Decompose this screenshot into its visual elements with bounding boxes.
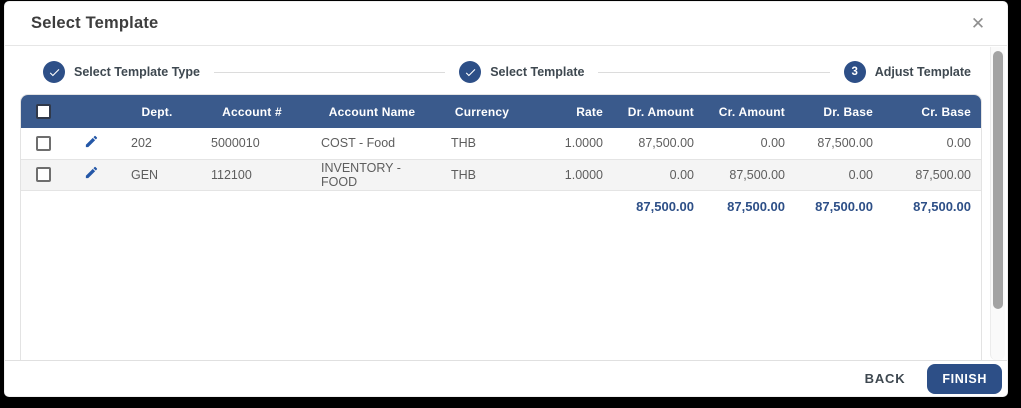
cell-dr-amount: 87,500.00 <box>638 136 694 151</box>
table-header-row: Dept. Account # Account Name Currency Ra… <box>21 95 981 128</box>
pencil-icon <box>85 135 97 147</box>
column-header-rate: Rate <box>576 104 603 119</box>
cell-account-no: 5000010 <box>211 136 260 151</box>
step-number: 3 <box>851 66 858 78</box>
cell-dr-base: 0.00 <box>848 167 873 182</box>
cell-dept: GEN <box>131 167 159 182</box>
cell-cr-amount: 87,500.00 <box>729 167 785 182</box>
dialog-footer: BACK FINISH <box>5 360 1007 396</box>
column-header-dr-amount: Dr. Amount <box>627 104 694 119</box>
back-button[interactable]: BACK <box>851 365 920 392</box>
cell-rate: 1.0000 <box>564 167 603 182</box>
cell-dept: 202 <box>131 136 152 151</box>
step-label: Select Template <box>490 65 585 79</box>
column-header-dept: Dept. <box>141 104 173 119</box>
cell-account-no: 112100 <box>211 167 252 182</box>
step-number-badge: 3 <box>843 61 866 83</box>
column-header-cr-amount: Cr. Amount <box>718 104 785 119</box>
dialog-title: Select Template <box>31 14 159 32</box>
cell-account-name: COST - Food <box>321 136 396 151</box>
scrollbar-thumb[interactable] <box>993 51 1003 309</box>
step-connector <box>213 71 446 73</box>
close-icon[interactable]: ✕ <box>970 14 986 33</box>
cell-rate: 1.0000 <box>564 136 603 151</box>
step-connector <box>598 71 830 73</box>
total-cr-amount: 87,500.00 <box>727 198 785 214</box>
column-header-cr-base: Cr. Base <box>921 104 971 119</box>
cell-currency: THB <box>451 167 476 182</box>
pencil-icon <box>85 166 97 179</box>
step-select-template[interactable]: Select Template <box>459 61 584 83</box>
step-complete-check-icon <box>459 61 482 83</box>
row-checkbox[interactable] <box>35 167 51 183</box>
total-dr-amount: 87,500.00 <box>636 198 694 214</box>
step-label: Adjust Template <box>874 65 971 79</box>
select-all-header-cell <box>21 95 65 128</box>
column-header-account-no: Account # <box>222 104 282 119</box>
totals-row: 87,500.00 87,500.00 87,500.00 87,500.00 <box>21 190 981 222</box>
cell-cr-amount: 0.00 <box>760 136 785 151</box>
cell-dr-amount: 0.00 <box>669 167 694 182</box>
column-header-dr-base: Dr. Base <box>823 104 873 119</box>
template-lines-table: Dept. Account # Account Name Currency Ra… <box>21 95 981 222</box>
step-adjust-template[interactable]: 3 Adjust Template <box>843 61 971 83</box>
edit-row-button[interactable] <box>83 165 99 181</box>
step-select-template-type[interactable]: Select Template Type <box>43 61 200 83</box>
cell-account-name: INVENTORY - FOOD <box>321 160 401 189</box>
select-all-checkbox[interactable] <box>35 104 51 120</box>
table-row: GEN 112100 INVENTORY - FOOD THB 1.0000 0… <box>21 159 981 190</box>
cell-cr-base: 0.00 <box>946 136 971 151</box>
cell-cr-base: 87,500.00 <box>915 167 971 182</box>
cell-dr-base: 87,500.00 <box>817 136 873 151</box>
total-dr-base: 87,500.00 <box>815 198 873 214</box>
select-template-dialog: Select Template ✕ Select Template Type S… <box>5 2 1007 396</box>
finish-button[interactable]: FINISH <box>927 363 1002 394</box>
step-label: Select Template Type <box>74 65 200 79</box>
stepper: Select Template Type Select Template 3 A… <box>5 48 1007 96</box>
column-header-account-name: Account Name <box>328 104 416 119</box>
row-checkbox[interactable] <box>35 135 51 151</box>
vertical-scrollbar[interactable] <box>990 47 1005 360</box>
edit-header-cell <box>65 95 117 128</box>
step-complete-check-icon <box>43 61 65 83</box>
table-row: 202 5000010 COST - Food THB 1.0000 87,50… <box>21 128 981 159</box>
column-header-currency: Currency <box>454 104 510 119</box>
dialog-header: Select Template ✕ <box>5 2 1007 46</box>
total-cr-base: 87,500.00 <box>913 198 971 214</box>
cell-currency: THB <box>451 136 476 151</box>
edit-row-button[interactable] <box>83 134 99 150</box>
template-lines-table-card: Dept. Account # Account Name Currency Ra… <box>20 94 982 360</box>
